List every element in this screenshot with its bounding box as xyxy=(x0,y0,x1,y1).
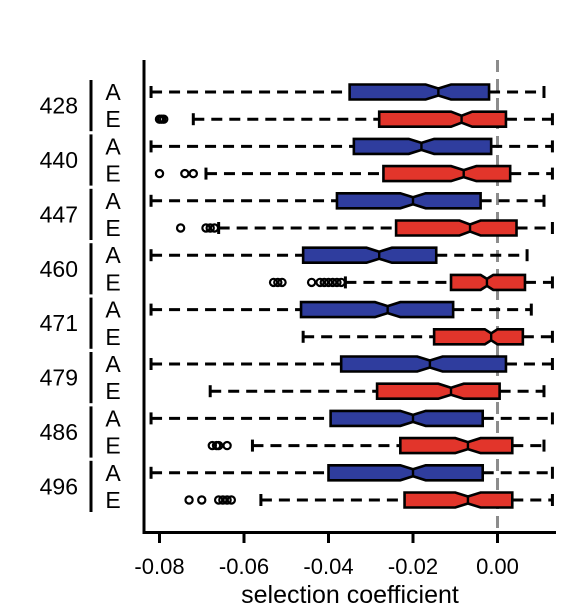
x-tick-label: -0.06 xyxy=(219,554,269,579)
x-tick-label: 0.00 xyxy=(476,554,519,579)
box-row-440-E xyxy=(154,164,554,183)
row-label-E: E xyxy=(105,215,120,241)
outlier-point xyxy=(268,277,279,288)
box-row-460-E xyxy=(268,273,554,292)
outlier-point xyxy=(336,277,346,288)
row-label-A: A xyxy=(105,188,121,214)
outlier-point xyxy=(184,495,194,505)
row-label-A: A xyxy=(105,351,121,377)
outlier-point xyxy=(201,223,211,233)
outlier-point xyxy=(328,277,338,288)
box-row-471-E xyxy=(301,327,554,346)
row-label-A: A xyxy=(105,405,121,431)
outlier-point xyxy=(319,277,329,288)
row-label-E: E xyxy=(105,269,120,295)
row-label-E: E xyxy=(105,378,120,404)
row-label-E: E xyxy=(105,487,120,513)
notched-box-E xyxy=(375,382,501,401)
notched-box-E xyxy=(432,327,525,346)
box-row-496-E xyxy=(184,491,554,509)
row-label-E: E xyxy=(105,161,120,187)
outlier-point xyxy=(180,168,190,179)
box-row-486-E xyxy=(207,436,546,455)
box-row-460-A xyxy=(149,246,529,265)
row-label-E: E xyxy=(105,324,120,350)
group-label: 428 xyxy=(40,93,78,119)
notched-box-E xyxy=(377,110,508,128)
row-label-A: A xyxy=(105,242,121,268)
box-row-479-E xyxy=(208,382,546,401)
notched-box-A xyxy=(335,192,482,210)
outlier-point xyxy=(315,277,325,288)
group-label: 471 xyxy=(40,310,78,336)
outlier-point xyxy=(226,495,237,505)
outlier-point xyxy=(277,277,287,288)
group-label: 479 xyxy=(40,365,78,391)
box-row-486-A xyxy=(149,409,554,428)
notched-box-E xyxy=(399,436,514,455)
x-tick-label: -0.08 xyxy=(134,554,184,579)
x-tick-label: -0.04 xyxy=(303,554,353,579)
outlier-point xyxy=(205,223,215,233)
outlier-point xyxy=(188,168,198,179)
outlier-point xyxy=(222,495,232,505)
row-label-A: A xyxy=(105,79,121,105)
row-label-A: A xyxy=(105,133,121,159)
group-label: 486 xyxy=(40,419,78,445)
box-row-428-A xyxy=(149,83,546,101)
x-axis-title: selection coefficient xyxy=(241,581,459,609)
outlier-point xyxy=(213,495,224,505)
notched-box-A xyxy=(339,355,508,373)
outlier-point xyxy=(213,440,224,451)
notched-box-A xyxy=(301,246,438,265)
outlier-point xyxy=(159,114,169,124)
row-label-E: E xyxy=(105,106,120,132)
group-label: 460 xyxy=(40,256,78,282)
box-row-479-A xyxy=(149,355,554,373)
group-label: 447 xyxy=(40,201,78,227)
notched-box-A xyxy=(329,409,485,428)
row-label-A: A xyxy=(105,460,121,486)
outlier-point xyxy=(154,168,165,179)
row-label-A: A xyxy=(105,297,121,323)
x-axis: -0.08 -0.06 -0.04 -0.02 0.00 xyxy=(134,60,556,579)
box-row-440-A xyxy=(149,137,554,156)
group-label: 440 xyxy=(40,147,78,173)
notched-box-A xyxy=(327,463,485,482)
notched-box-A xyxy=(299,300,455,319)
outlier-point xyxy=(323,277,334,288)
outlier-point xyxy=(306,277,317,288)
row-label-E: E xyxy=(105,433,120,459)
box-row-471-A xyxy=(149,300,533,319)
group-label: 496 xyxy=(40,473,78,499)
notched-box-E xyxy=(403,491,514,509)
outlier-point xyxy=(209,223,220,233)
x-tick-label: -0.02 xyxy=(388,554,438,579)
box-row-447-E xyxy=(175,219,554,237)
outlier-point xyxy=(218,495,228,505)
outlier-point xyxy=(332,277,342,288)
notched-box-E xyxy=(394,219,518,237)
box-row-428-E xyxy=(154,110,554,128)
outlier-point xyxy=(273,277,283,288)
outlier-point xyxy=(197,495,207,505)
notched-box-E xyxy=(382,164,512,183)
notched-box-A xyxy=(348,83,491,101)
box-row-447-A xyxy=(149,192,546,210)
outlier-point xyxy=(222,440,232,451)
boxes-layer xyxy=(149,83,554,509)
outlier-point xyxy=(175,223,186,233)
box-row-496-A xyxy=(149,463,554,482)
